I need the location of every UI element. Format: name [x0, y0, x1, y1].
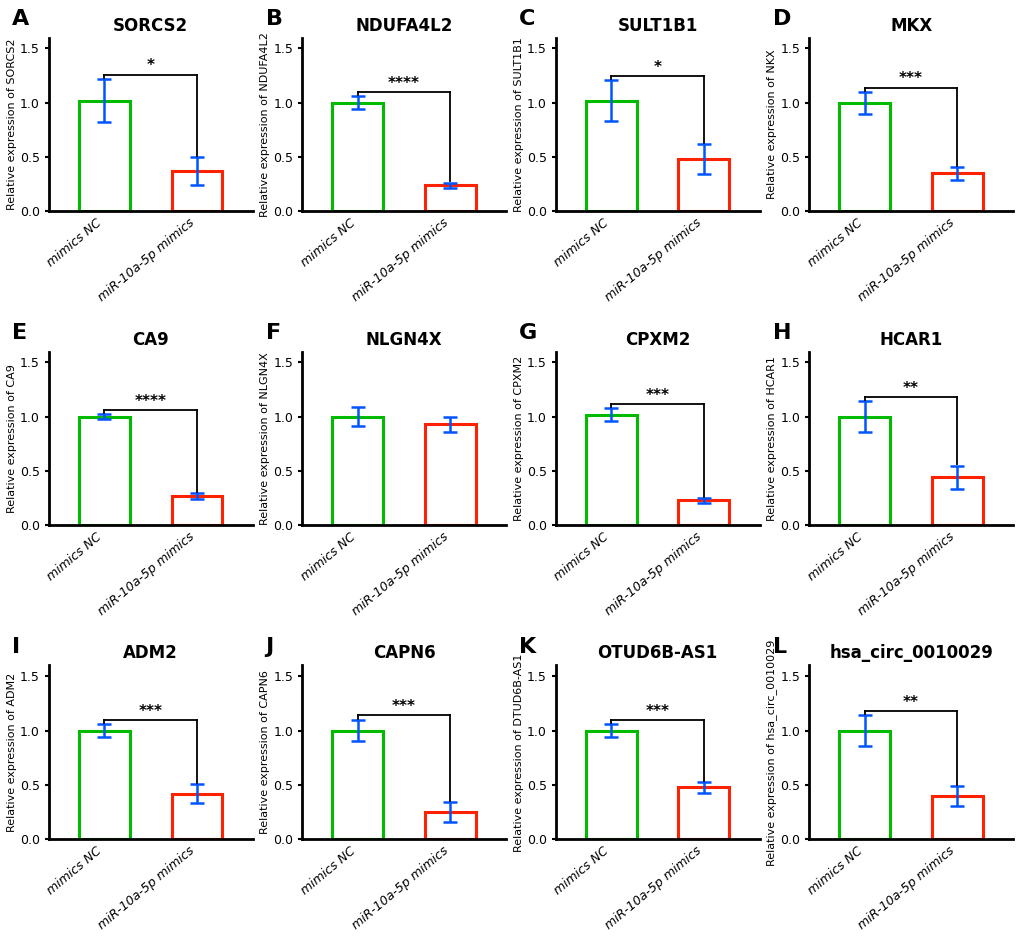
Bar: [171, 171, 222, 211]
Y-axis label: Relative expression of ADM2: Relative expression of ADM2: [7, 672, 17, 832]
Bar: [678, 160, 729, 211]
Text: F: F: [265, 323, 280, 343]
Bar: [78, 731, 129, 839]
Text: E: E: [12, 323, 28, 343]
Bar: [931, 174, 982, 211]
Text: K: K: [519, 637, 536, 656]
Text: C: C: [519, 8, 535, 29]
Text: ***: ***: [899, 71, 922, 86]
Y-axis label: Relative expression of DTUD6B-AS1: Relative expression of DTUD6B-AS1: [514, 654, 524, 852]
Bar: [332, 731, 383, 839]
Bar: [931, 795, 982, 839]
Title: SULT1B1: SULT1B1: [616, 17, 697, 35]
Text: G: G: [519, 323, 537, 343]
Bar: [839, 731, 890, 839]
Bar: [425, 185, 476, 211]
Text: ****: ****: [135, 393, 166, 408]
Title: HCAR1: HCAR1: [878, 331, 942, 348]
Y-axis label: Relative expression of SULT1B1: Relative expression of SULT1B1: [514, 38, 524, 212]
Y-axis label: Relative expression of CPXM2: Relative expression of CPXM2: [514, 356, 524, 521]
Title: CA9: CA9: [132, 331, 169, 348]
Text: H: H: [771, 323, 791, 343]
Bar: [171, 496, 222, 525]
Bar: [78, 100, 129, 211]
Title: hsa_circ_0010029: hsa_circ_0010029: [828, 644, 993, 663]
Text: ***: ***: [645, 703, 669, 718]
Bar: [839, 417, 890, 525]
Title: CAPN6: CAPN6: [373, 644, 435, 663]
Y-axis label: Relative expression of HCAR1: Relative expression of HCAR1: [766, 356, 776, 521]
Bar: [931, 478, 982, 525]
Text: **: **: [902, 695, 918, 710]
Text: B: B: [265, 8, 282, 29]
Text: D: D: [771, 8, 790, 29]
Bar: [678, 787, 729, 839]
Bar: [425, 424, 476, 525]
Y-axis label: Relative expression of hsa_circ_0010029: Relative expression of hsa_circ_0010029: [765, 639, 776, 866]
Text: J: J: [265, 637, 273, 656]
Text: I: I: [12, 637, 20, 656]
Title: CPXM2: CPXM2: [625, 331, 690, 348]
Text: ***: ***: [645, 388, 669, 403]
Text: **: **: [902, 381, 918, 396]
Y-axis label: Relative expression of CA9: Relative expression of CA9: [7, 364, 17, 513]
Title: NDUFA4L2: NDUFA4L2: [356, 17, 452, 35]
Title: NLGN4X: NLGN4X: [366, 331, 442, 348]
Text: L: L: [771, 637, 786, 656]
Title: ADM2: ADM2: [123, 644, 178, 663]
Bar: [425, 812, 476, 839]
Text: ***: ***: [391, 700, 416, 715]
Bar: [585, 414, 636, 525]
Bar: [585, 100, 636, 211]
Title: OTUD6B-AS1: OTUD6B-AS1: [597, 644, 717, 663]
Y-axis label: Relative expression of SORCS2: Relative expression of SORCS2: [7, 38, 17, 210]
Y-axis label: Relative expression of NLGN4X: Relative expression of NLGN4X: [260, 352, 270, 525]
Bar: [678, 500, 729, 525]
Bar: [839, 102, 890, 211]
Y-axis label: Relative expression of NDUFA4L2: Relative expression of NDUFA4L2: [260, 32, 270, 217]
Text: ****: ****: [388, 76, 420, 91]
Y-axis label: Relative expression of CAPN6: Relative expression of CAPN6: [260, 670, 270, 834]
Text: ***: ***: [139, 703, 162, 718]
Bar: [171, 793, 222, 839]
Bar: [78, 417, 129, 525]
Title: MKX: MKX: [890, 17, 931, 35]
Bar: [585, 731, 636, 839]
Title: SORCS2: SORCS2: [113, 17, 189, 35]
Y-axis label: Relative expression of NKX: Relative expression of NKX: [766, 50, 776, 199]
Bar: [332, 417, 383, 525]
Text: A: A: [12, 8, 30, 29]
Text: *: *: [653, 59, 661, 74]
Bar: [332, 102, 383, 211]
Text: *: *: [147, 58, 155, 73]
